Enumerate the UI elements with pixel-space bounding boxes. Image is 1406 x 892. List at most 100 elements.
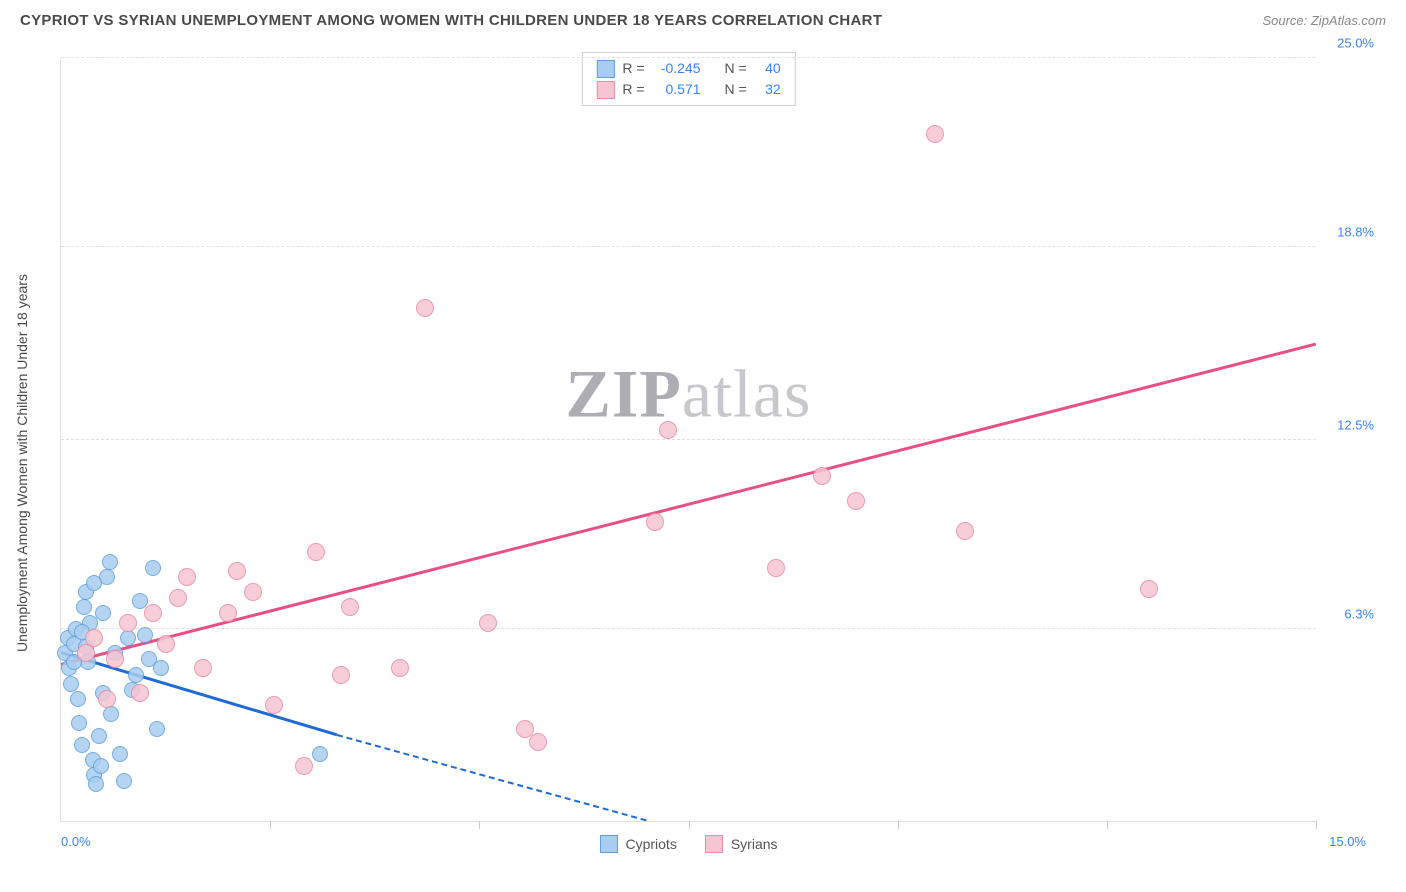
scatter-point-syrians [332, 666, 350, 684]
scatter-point-syrians [119, 614, 137, 632]
scatter-point-syrians [265, 696, 283, 714]
chart-container: Unemployment Among Women with Children U… [50, 48, 1386, 862]
source-prefix: Source: [1262, 13, 1310, 28]
scatter-point-cypriots [103, 706, 119, 722]
scatter-point-syrians [169, 589, 187, 607]
n-value-syrians: 32 [755, 79, 781, 100]
scatter-point-cypriots [128, 667, 144, 683]
scatter-point-cypriots [76, 599, 92, 615]
correlation-row-syrians: R = 0.571 N = 32 [596, 79, 780, 100]
scatter-point-cypriots [86, 575, 102, 591]
scatter-point-cypriots [112, 746, 128, 762]
scatter-point-cypriots [70, 691, 86, 707]
n-value-cypriots: 40 [755, 58, 781, 79]
scatter-point-cypriots [149, 721, 165, 737]
scatter-point-cypriots [74, 737, 90, 753]
scatter-point-syrians [244, 583, 262, 601]
series-legend: Cypriots Syrians [599, 835, 777, 853]
watermark-bold: ZIP [566, 355, 682, 431]
r-label: R = [622, 58, 644, 79]
scatter-point-syrians [646, 513, 664, 531]
legend-item-cypriots: Cypriots [599, 835, 676, 853]
x-tick [270, 821, 271, 829]
scatter-point-cypriots [120, 630, 136, 646]
scatter-point-cypriots [137, 627, 153, 643]
swatch-syrians [705, 835, 723, 853]
scatter-point-cypriots [95, 605, 111, 621]
n-label: N = [725, 58, 747, 79]
scatter-point-syrians [341, 598, 359, 616]
scatter-point-syrians [956, 522, 974, 540]
scatter-point-cypriots [91, 728, 107, 744]
watermark-light: atlas [682, 355, 812, 431]
scatter-point-syrians [813, 467, 831, 485]
scatter-point-syrians [529, 733, 547, 751]
scatter-point-syrians [157, 635, 175, 653]
scatter-point-syrians [659, 421, 677, 439]
watermark: ZIPatlas [566, 354, 812, 433]
y-tick-label: 12.5% [1337, 417, 1374, 432]
r-value-syrians: 0.571 [653, 79, 701, 100]
x-axis-max-label: 15.0% [1329, 834, 1366, 849]
legend-item-syrians: Syrians [705, 835, 778, 853]
scatter-point-cypriots [312, 746, 328, 762]
scatter-point-syrians [98, 690, 116, 708]
swatch-syrians [596, 81, 614, 99]
legend-label-cypriots: Cypriots [625, 836, 676, 852]
legend-label-syrians: Syrians [731, 836, 778, 852]
scatter-point-cypriots [102, 554, 118, 570]
scatter-point-syrians [85, 629, 103, 647]
scatter-point-syrians [178, 568, 196, 586]
trend-line [61, 342, 1317, 665]
r-label: R = [622, 79, 644, 100]
scatter-point-syrians [194, 659, 212, 677]
chart-title: CYPRIOT VS SYRIAN UNEMPLOYMENT AMONG WOM… [20, 12, 882, 29]
gridline [61, 628, 1316, 629]
scatter-point-syrians [391, 659, 409, 677]
x-axis-min-label: 0.0% [61, 834, 91, 849]
scatter-point-cypriots [145, 560, 161, 576]
scatter-point-cypriots [63, 676, 79, 692]
scatter-point-syrians [295, 757, 313, 775]
swatch-cypriots [596, 60, 614, 78]
source-name: ZipAtlas.com [1311, 13, 1386, 28]
x-tick [898, 821, 899, 829]
scatter-point-syrians [1140, 580, 1158, 598]
scatter-point-cypriots [116, 773, 132, 789]
r-value-cypriots: -0.245 [653, 58, 701, 79]
y-tick-label: 25.0% [1337, 36, 1374, 51]
scatter-point-syrians [416, 299, 434, 317]
correlation-legend: R = -0.245 N = 40 R = 0.571 N = 32 [581, 52, 795, 106]
scatter-point-cypriots [93, 758, 109, 774]
x-tick [1107, 821, 1108, 829]
scatter-point-syrians [767, 559, 785, 577]
scatter-point-syrians [307, 543, 325, 561]
x-tick [1316, 821, 1317, 829]
scatter-point-syrians [77, 644, 95, 662]
scatter-point-cypriots [71, 715, 87, 731]
gridline [61, 57, 1316, 58]
source-attribution: Source: ZipAtlas.com [1262, 13, 1386, 28]
trend-line [337, 734, 647, 821]
scatter-point-syrians [847, 492, 865, 510]
y-tick-label: 18.8% [1337, 225, 1374, 240]
scatter-point-syrians [926, 125, 944, 143]
correlation-row-cypriots: R = -0.245 N = 40 [596, 58, 780, 79]
gridline [61, 246, 1316, 247]
scatter-point-syrians [479, 614, 497, 632]
x-tick [689, 821, 690, 829]
scatter-point-syrians [106, 650, 124, 668]
scatter-point-syrians [131, 684, 149, 702]
scatter-point-syrians [219, 604, 237, 622]
scatter-point-syrians [144, 604, 162, 622]
scatter-point-cypriots [153, 660, 169, 676]
swatch-cypriots [599, 835, 617, 853]
y-tick-label: 6.3% [1344, 606, 1374, 621]
y-axis-label: Unemployment Among Women with Children U… [14, 274, 30, 652]
scatter-point-syrians [228, 562, 246, 580]
x-tick [479, 821, 480, 829]
plot-area: ZIPatlas R = -0.245 N = 40 R = 0.571 N =… [60, 58, 1316, 822]
n-label: N = [725, 79, 747, 100]
gridline [61, 439, 1316, 440]
scatter-point-cypriots [88, 776, 104, 792]
